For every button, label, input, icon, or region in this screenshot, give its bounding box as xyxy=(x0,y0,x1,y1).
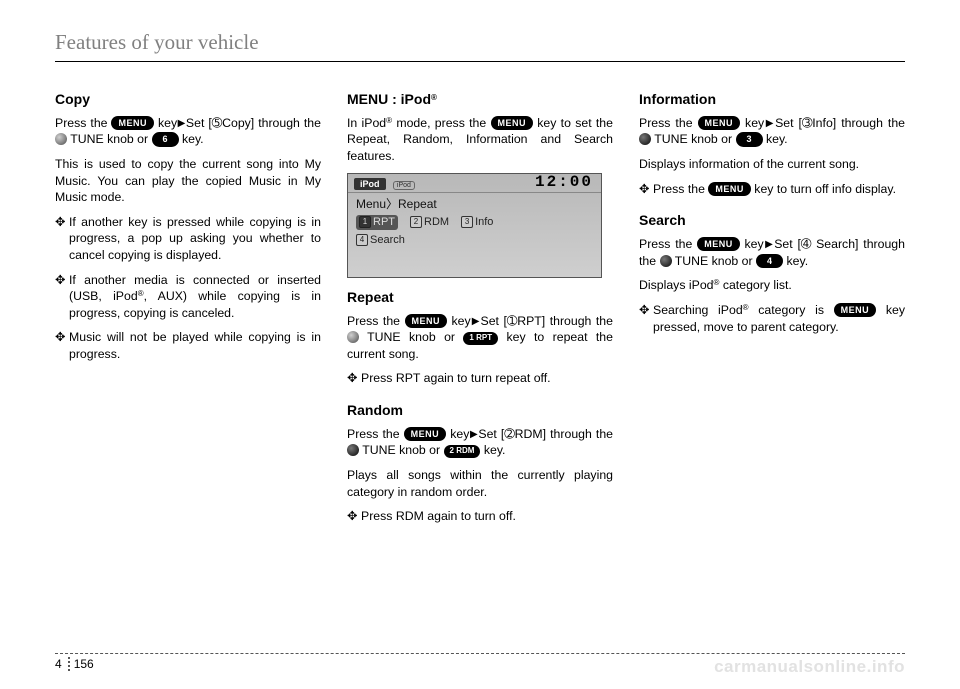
key-2rdm-icon: 2 RDM xyxy=(444,445,481,458)
key-1rpt-icon: 1 RPT xyxy=(463,332,498,345)
copy-p1: Press the MENU key▶Set [➄Copy] through t… xyxy=(55,115,321,148)
copy-p2: This is used to copy the current song in… xyxy=(55,156,321,206)
footer-page: 156 xyxy=(74,657,94,671)
tune-knob-icon xyxy=(639,133,651,145)
search-bullet: ✥Searching iPod® category is MENU key pr… xyxy=(639,302,905,335)
heading-random: Random xyxy=(347,401,613,420)
info-p1: Press the MENU key▶Set [➂Info] through t… xyxy=(639,115,905,148)
tune-knob-icon xyxy=(347,444,359,456)
watermark: carmanualsonline.info xyxy=(714,657,905,677)
tune-knob-icon xyxy=(660,255,672,267)
column-3: Information Press the MENU key▶Set [➂Inf… xyxy=(639,90,905,533)
page-header: Features of your vehicle xyxy=(55,30,905,62)
search-p2: Displays iPod® category list. xyxy=(639,277,905,294)
ipod-intro: In iPod® mode, press the MENU key to set… xyxy=(347,115,613,165)
ipod-screen: iPod iPod 12:00 Menu〉Repeat 1RPT 2RDM 3I… xyxy=(347,173,602,278)
random-p2: Plays all songs within the currently pla… xyxy=(347,467,613,500)
menu-key-icon: MENU xyxy=(111,116,154,130)
screen-clock: 12:00 xyxy=(535,172,593,194)
ipod-small-tag: iPod xyxy=(393,181,415,190)
screen-body: Menu〉Repeat 1RPT 2RDM 3Info 4Search xyxy=(348,193,601,250)
copy-bullet-2: ✥If another media is connected or insert… xyxy=(55,272,321,322)
search-p1: Press the MENU key▶Set [➃ Search] throug… xyxy=(639,236,905,269)
info-bullet: ✥Press the MENU key to turn off info dis… xyxy=(639,181,905,198)
screen-breadcrumb: Menu〉Repeat xyxy=(354,195,595,215)
page: Features of your vehicle Copy Press the … xyxy=(0,0,960,689)
menu-key-icon: MENU xyxy=(405,314,448,328)
key-3-icon: 3 xyxy=(736,132,763,146)
key-4-icon: 4 xyxy=(756,254,783,268)
arrow-icon: ▶ xyxy=(471,316,481,327)
arrow-icon: ▶ xyxy=(764,239,775,250)
column-2: MENU : iPod® In iPod® mode, press the ME… xyxy=(347,90,613,533)
heading-search: Search xyxy=(639,211,905,230)
arrow-icon: ▶ xyxy=(764,118,775,129)
menu-key-icon: MENU xyxy=(491,116,534,130)
repeat-bullet: ✥Press RPT again to turn repeat off. xyxy=(347,370,613,387)
copy-bullet-3: ✥Music will not be played while copying … xyxy=(55,329,321,362)
screen-item-rdm: 2RDM xyxy=(410,215,449,230)
header-title: Features of your vehicle xyxy=(55,30,259,54)
key-6-icon: 6 xyxy=(152,132,179,146)
tune-knob-icon xyxy=(55,133,67,145)
screen-menu-row-2: 4Search xyxy=(354,233,595,248)
heading-menu-ipod: MENU : iPod® xyxy=(347,90,613,109)
menu-key-icon: MENU xyxy=(698,116,741,130)
screen-status-bar: iPod iPod 12:00 xyxy=(348,174,601,193)
content-columns: Copy Press the MENU key▶Set [➄Copy] thro… xyxy=(55,90,905,533)
repeat-p1: Press the MENU key▶Set [➀RPT] through th… xyxy=(347,313,613,363)
column-1: Copy Press the MENU key▶Set [➄Copy] thro… xyxy=(55,90,321,533)
screen-item-rpt: 1RPT xyxy=(356,215,398,230)
screen-item-info: 3Info xyxy=(461,215,493,230)
footer-chapter: 4 xyxy=(55,657,70,671)
screen-item-search: 4Search xyxy=(356,233,405,248)
menu-key-icon: MENU xyxy=(404,427,447,441)
heading-information: Information xyxy=(639,90,905,109)
random-p1: Press the MENU key▶Set [➁RDM] through th… xyxy=(347,426,613,459)
ipod-tag: iPod xyxy=(354,178,386,190)
arrow-icon: ▶ xyxy=(177,118,186,129)
menu-key-icon: MENU xyxy=(708,182,751,196)
heading-repeat: Repeat xyxy=(347,288,613,307)
menu-key-icon: MENU xyxy=(697,237,740,251)
info-p2: Displays information of the current song… xyxy=(639,156,905,173)
screen-menu-row-1: 1RPT 2RDM 3Info xyxy=(354,215,595,230)
copy-bullet-1: ✥If another key is pressed while copying… xyxy=(55,214,321,264)
heading-copy: Copy xyxy=(55,90,321,109)
tune-knob-icon xyxy=(347,331,359,343)
menu-key-icon: MENU xyxy=(834,303,877,317)
random-bullet: ✥Press RDM again to turn off. xyxy=(347,508,613,525)
